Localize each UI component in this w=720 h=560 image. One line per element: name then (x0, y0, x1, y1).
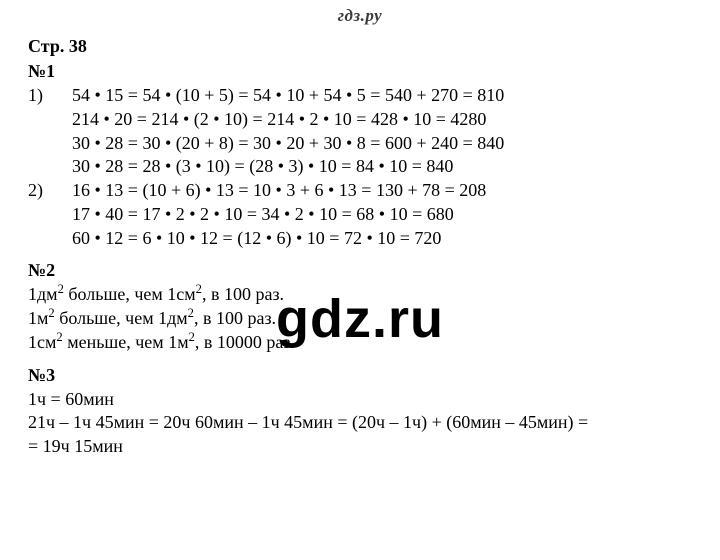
task1-g2-line1: 16 • 13 = (10 + 6) • 13 = 10 • 3 + 6 • 1… (72, 179, 692, 203)
t2l1-a: 1дм (28, 284, 58, 304)
t2l2-tail: , в 100 раз. (194, 308, 276, 328)
t2l3-b: 1м (168, 332, 188, 352)
t2l3-a: 1см (28, 332, 56, 352)
content: Стр. 38 №1 1) 54 • 15 = 54 • (10 + 5) = … (28, 36, 692, 459)
task1-g1-line2: 214 • 20 = 214 • (2 • 10) = 214 • 2 • 10… (72, 108, 692, 132)
task1-g2-line3: 60 • 12 = 6 • 10 • 12 = (12 • 6) • 10 = … (72, 227, 692, 251)
t2l3-tail: , в 10000 раз. (195, 332, 295, 352)
task1-group1-body: 54 • 15 = 54 • (10 + 5) = 54 • 10 + 54 •… (72, 84, 692, 179)
task1-g1-line4: 30 • 28 = 28 • (3 • 10) = (28 • 3) • 10 … (72, 155, 692, 179)
task1-g2-line2: 17 • 40 = 17 • 2 • 2 • 10 = 34 • 2 • 10 … (72, 203, 692, 227)
page-reference: Стр. 38 (28, 36, 692, 57)
t2l2-a: 1м (28, 308, 48, 328)
task3-line3: = 19ч 15мин (28, 435, 692, 459)
task2-line2: 1м2 больше, чем 1дм2, в 100 раз. (28, 307, 692, 331)
task2-line1: 1дм2 больше, чем 1см2, в 100 раз. (28, 283, 692, 307)
task2-title: №2 (28, 260, 692, 281)
t2l3-mid: меньше, чем (63, 332, 169, 352)
task3-title: №3 (28, 365, 692, 386)
t2l2-mid: больше, чем (55, 308, 158, 328)
task1-g1-line3: 30 • 28 = 30 • (20 + 8) = 30 • 20 + 30 •… (72, 132, 692, 156)
task1-group2-body: 16 • 13 = (10 + 6) • 13 = 10 • 3 + 6 • 1… (72, 179, 692, 250)
task1-group1: 1) 54 • 15 = 54 • (10 + 5) = 54 • 10 + 5… (28, 84, 692, 179)
t2l1-tail: , в 100 раз. (202, 284, 284, 304)
task1-group2-num: 2) (28, 179, 72, 250)
task1-title: №1 (28, 61, 692, 82)
task1-group2: 2) 16 • 13 = (10 + 6) • 13 = 10 • 3 + 6 … (28, 179, 692, 250)
t2l2-b: 1дм (158, 308, 188, 328)
t2l1-b: 1см (167, 284, 195, 304)
site-header: гдз.ру (0, 6, 720, 26)
task1-g1-line1: 54 • 15 = 54 • (10 + 5) = 54 • 10 + 54 •… (72, 84, 692, 108)
task3-line2: 21ч – 1ч 45мин = 20ч 60мин – 1ч 45мин = … (28, 411, 692, 435)
task2-line3: 1см2 меньше, чем 1м2, в 10000 раз. (28, 331, 692, 355)
task3-line1: 1ч = 60мин (28, 388, 692, 412)
task1-group1-num: 1) (28, 84, 72, 179)
page-container: гдз.ру Стр. 38 №1 1) 54 • 15 = 54 • (10 … (0, 0, 720, 560)
t2l1-mid: больше, чем (64, 284, 167, 304)
